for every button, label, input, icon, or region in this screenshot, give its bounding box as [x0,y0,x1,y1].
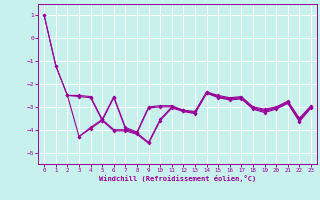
X-axis label: Windchill (Refroidissement éolien,°C): Windchill (Refroidissement éolien,°C) [99,175,256,182]
